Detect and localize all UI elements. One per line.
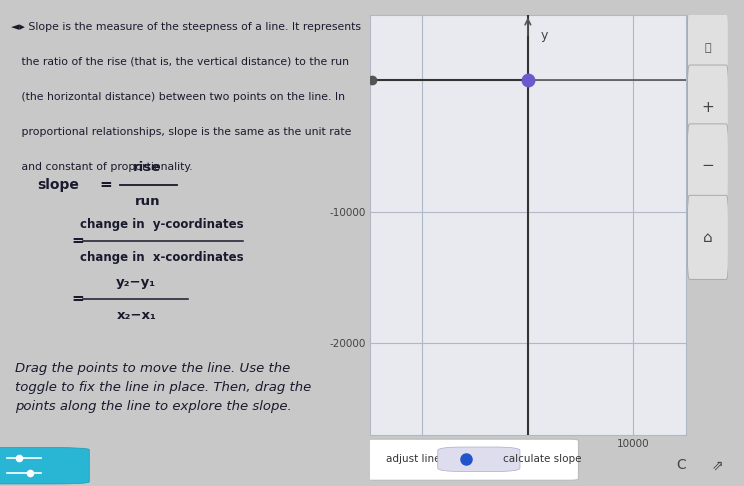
Text: run: run <box>135 195 160 208</box>
Text: =: = <box>100 177 112 192</box>
Text: −: − <box>702 158 714 174</box>
FancyBboxPatch shape <box>437 447 520 471</box>
Text: ⌂: ⌂ <box>703 230 713 245</box>
Text: calculate slope: calculate slope <box>503 454 581 464</box>
Text: =: = <box>72 233 85 248</box>
Text: y₂−y₁: y₂−y₁ <box>116 277 156 289</box>
Text: and constant of proportionality.: and constant of proportionality. <box>11 162 193 172</box>
Text: x₂−x₁: x₂−x₁ <box>116 310 156 322</box>
Text: 🔧: 🔧 <box>705 43 711 53</box>
Text: the ratio of the rise (that is, the vertical distance) to the run: the ratio of the rise (that is, the vert… <box>11 57 349 67</box>
Text: rise: rise <box>133 161 161 174</box>
Text: =: = <box>72 292 85 306</box>
Text: ◄▸ Slope is the measure of the steepness of a line. It represents: ◄▸ Slope is the measure of the steepness… <box>11 22 361 32</box>
Text: C: C <box>676 458 686 472</box>
Text: adjust line: adjust line <box>385 454 440 464</box>
Text: (the horizontal distance) between two points on the line. In: (the horizontal distance) between two po… <box>11 92 345 102</box>
Text: change in  y-coordinates: change in y-coordinates <box>80 218 244 231</box>
Text: f: f <box>706 42 710 55</box>
Text: proportional relationships, slope is the same as the unit rate: proportional relationships, slope is the… <box>11 127 351 137</box>
Text: slope: slope <box>36 178 79 191</box>
FancyBboxPatch shape <box>363 439 579 480</box>
FancyBboxPatch shape <box>687 124 728 208</box>
Text: y: y <box>540 29 548 42</box>
Text: Drag the points to move the line. Use the
toggle to fix the line in place. Then,: Drag the points to move the line. Use th… <box>15 362 311 413</box>
Text: ⇗: ⇗ <box>712 458 724 472</box>
FancyBboxPatch shape <box>687 65 728 149</box>
Text: +: + <box>702 100 714 115</box>
FancyBboxPatch shape <box>687 195 728 279</box>
Text: change in  x-coordinates: change in x-coordinates <box>80 251 244 264</box>
FancyBboxPatch shape <box>687 6 728 90</box>
FancyBboxPatch shape <box>0 448 89 484</box>
